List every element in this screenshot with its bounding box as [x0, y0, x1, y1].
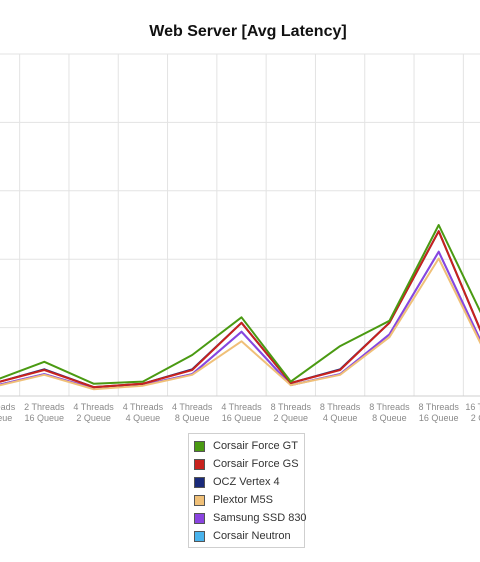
legend-swatch: [194, 494, 205, 506]
grid: [0, 53, 480, 397]
legend-swatch: [194, 458, 205, 470]
legend-item: Samsung SSD 830: [189, 509, 307, 527]
legend-item: Plextor M5S: [189, 491, 304, 509]
legend-label: Plextor M5S: [213, 494, 273, 506]
legend-swatch: [194, 440, 205, 452]
x-tick-label: 8 Threads 2 Queue: [271, 402, 312, 423]
series-line-plextor-m5s: [0, 257, 480, 391]
legend-label: Corsair Force GS: [213, 458, 299, 470]
series-lines: [0, 224, 480, 391]
legend-item: Corsair Force GS: [189, 455, 304, 473]
x-tick-label: 2 Threads 16 Queue: [24, 402, 65, 423]
series-line-corsair-neutron: [0, 250, 480, 390]
x-tick-label: 8 Threads 4 Queue: [320, 402, 361, 423]
x-tick-label: 4 Threads 16 Queue: [221, 402, 262, 423]
legend-swatch: [194, 476, 205, 488]
legend: Corsair Force GT Corsair Force GS OCZ Vert…: [188, 433, 307, 548]
legend-swatch: [194, 530, 205, 542]
legend-item: Corsair Force GT: [189, 437, 304, 455]
series-line-corsair-force-gs: [0, 230, 480, 389]
legend-label: Corsair Neutron: [213, 530, 291, 542]
x-tick-label: 8 Threads 8 Queue: [369, 402, 410, 423]
chart-title: Web Server [Avg Latency]: [149, 23, 346, 40]
legend-label: OCZ Vertex 4: [213, 476, 280, 488]
x-tick-label: 4 Threads 8 Queue: [172, 402, 213, 423]
series-line-corsair-force-gt: [0, 224, 480, 385]
x-tick-label: 4 Threads 2 Queue: [73, 402, 114, 423]
legend-label: Corsair Force GT: [213, 440, 298, 452]
legend-swatch: [194, 512, 205, 524]
x-tick-label: 8 Threads 16 Queue: [419, 402, 460, 423]
legend-label: Samsung SSD 830: [213, 512, 307, 524]
legend-item: Corsair Neutron: [189, 527, 304, 545]
series-line-samsung-ssd-830: [0, 250, 480, 390]
legend-item: OCZ Vertex 4: [189, 473, 304, 491]
x-tick-label: 4 Threads 4 Queue: [123, 402, 164, 423]
